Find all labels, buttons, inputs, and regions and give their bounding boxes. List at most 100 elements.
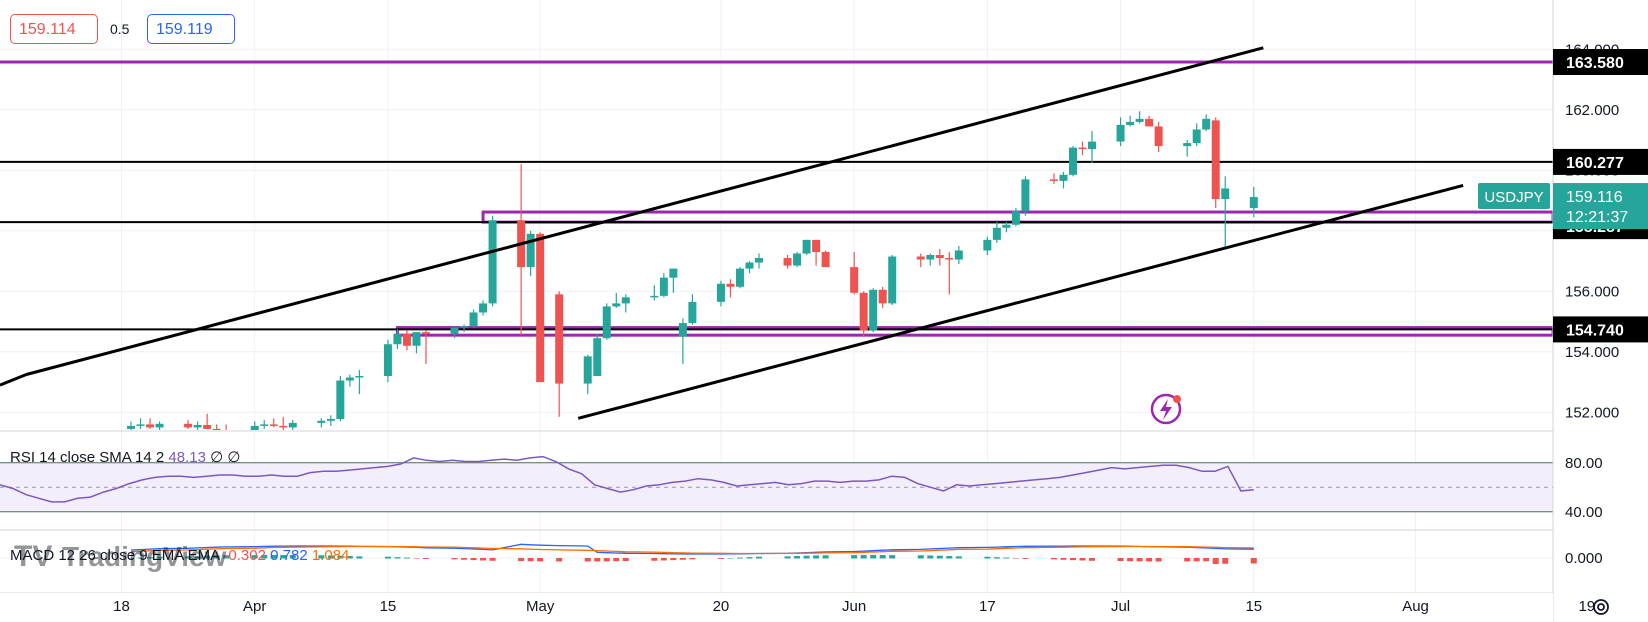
macd-hist-bar [147,557,154,559]
macd-hist-bar [927,555,934,559]
candle-body [1088,141,1097,150]
x-tick-label: Apr [243,598,266,615]
grid [0,0,1648,594]
candle-body [155,423,164,428]
macd-hist-bar [679,558,686,560]
svg-text:TV: TV [14,540,52,573]
candle-body [593,338,602,376]
macd-hist-bar [556,558,563,562]
candle-body [127,425,136,429]
macd-hist-bar [955,556,962,559]
candle-body [1011,211,1020,225]
macd-label: MACD 12 26 close 9 EMA EMA -0.302 0.782 … [10,547,349,564]
macd-hist-bar [717,558,724,559]
candle-body [526,233,535,268]
macd-hist-bar [603,558,610,562]
macd-hist-bar [1155,558,1162,562]
macd-hist-bar [756,556,763,559]
candle-body [878,289,887,304]
macd-line [130,543,1254,555]
macd-hist-bar [936,555,943,559]
candle-body [136,424,145,426]
macd-hist-bar [879,555,886,559]
sell-price-box[interactable]: 159.114 [10,14,98,44]
candle-body [669,268,678,278]
macd-hist-bar [1003,557,1010,559]
macd-hist-bar [584,558,591,562]
macd-hist-bar [356,556,363,559]
candle-body [1078,147,1087,150]
candle-body [650,295,659,298]
candle-body [793,253,802,266]
macd-hist-bar [1250,558,1257,564]
macd-hist-bar [746,557,753,559]
y-tick-label: 152.000 [1565,404,1619,421]
candle-body [726,283,735,287]
candle-body [755,258,764,263]
macd-hist-bar [993,557,1000,559]
macd-hist-bar [736,557,743,559]
candle-body [659,277,668,296]
macd-hist-bar [1203,558,1210,562]
macd-hist-bar [1022,558,1029,559]
candle-body [184,423,193,428]
macd-hist-bar [889,555,896,559]
candle-body [1116,124,1125,142]
candle-body [945,258,954,260]
time-axis-bg [0,593,1553,622]
macd-hist-bar [860,555,867,559]
candle-body [355,376,364,378]
macd-hist-bar [613,558,620,562]
candle-body [612,303,621,307]
macd-hist-value: -0.302 [223,547,270,564]
x-tick-label: May [526,598,555,615]
candles [127,111,1258,430]
candle-body [250,425,259,430]
candle-body [954,250,963,260]
macd-hist-bar [251,555,258,559]
macd-hist-bar [451,558,458,560]
gear-icon[interactable] [1593,599,1609,615]
label-154740: 154.740 [1566,322,1624,339]
candle-body [1211,120,1220,200]
x-tick-label: 18 [113,598,130,615]
macd-hist-bar [822,555,829,559]
buy-price-box[interactable]: 159.119 [147,14,235,44]
macd-hist-bar [337,555,344,559]
symbol-tag-bg [1478,183,1550,210]
candle-body [688,301,697,324]
macd-hist-bar [1127,558,1134,562]
macd-hist-bar [185,556,192,559]
channel-upper [25,46,1264,376]
rsi-label: RSI 14 close SMA 14 2 48.13 ∅ ∅ [10,449,240,466]
macd-hist-bar [1050,558,1057,560]
sell-price: 159.114 [19,21,76,38]
candle-body [735,268,744,287]
buy-price: 159.119 [156,21,213,38]
macd-hist-bar [537,558,544,562]
macd-hist-bar [917,555,924,559]
price-axis-bg [1553,0,1648,622]
candle-body [536,233,545,383]
macd-hist-bar [261,555,268,559]
macd-hist-bar [1089,558,1096,561]
y-tick-label: 156.000 [1565,283,1619,300]
candle-body [1202,118,1211,130]
macd-hist-bar [946,556,953,559]
candle-body [812,239,821,252]
macd-hist-bar [1146,558,1153,562]
lightning-icon[interactable] [1150,393,1182,425]
candle-body [317,420,326,423]
tradingview-logo: TV TradingView [14,540,227,573]
candle-body [421,332,430,334]
x-tick-label: 15 [1245,598,1262,615]
macd-hist-bar [346,556,353,559]
rsi-pane [0,455,1553,513]
candle-body [1069,147,1077,175]
macd-hist-bar [794,556,801,559]
macd-hist-bar [984,556,991,559]
candle-body [146,424,155,428]
macd-hist-bar [403,557,410,559]
